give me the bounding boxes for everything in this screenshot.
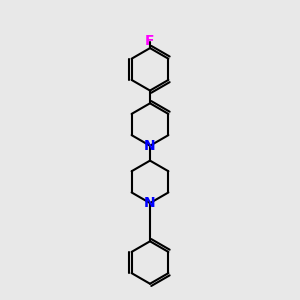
Text: N: N — [144, 139, 155, 153]
Text: N: N — [144, 196, 155, 210]
Text: F: F — [145, 34, 155, 48]
